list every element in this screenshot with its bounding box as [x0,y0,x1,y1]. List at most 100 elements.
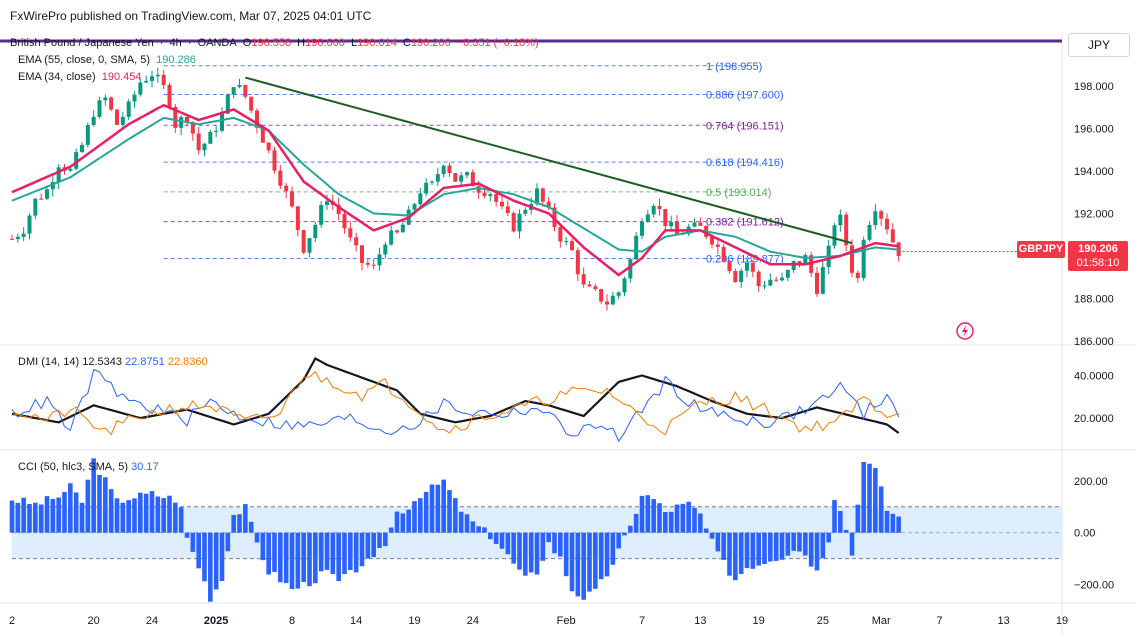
time-tick-label: 8 [289,615,295,627]
candle-body [540,188,545,202]
candle-body [692,222,697,227]
cci-bar [791,532,796,551]
ema55-legend[interactable]: EMA (55, close, 0, SMA, 5) 190.286 [18,54,199,66]
candle-body [669,221,674,227]
cci-bar [73,492,79,533]
ema34-legend[interactable]: EMA (34, close) 190.454 [18,71,144,83]
candle-body [150,76,154,81]
candle-body [68,168,73,171]
lightning-icon-circle [956,322,974,340]
candle-body [10,238,14,240]
candle-body [494,194,499,202]
time-tick-label: 2025 [204,615,228,627]
candle-body [727,261,732,272]
cci-bar [581,532,586,600]
candle-body [167,85,172,107]
candle-body [838,214,843,226]
cci-bar [173,502,178,533]
price-tick-label: 188.000 [1074,293,1114,305]
dmi-tick-label: 20.0000 [1074,413,1114,425]
cci-bar [383,532,388,547]
candle-body [91,116,96,126]
candle-body [220,113,224,131]
dmi-series-adx [11,357,900,434]
candle-body [21,233,26,237]
cci-bar [505,532,511,555]
candle-body [535,188,539,204]
cci-bar [272,532,277,572]
candle-body [424,182,429,194]
cci-bar [569,532,575,592]
symbol-legend[interactable]: British Pound / Japanese Yen · 4h · OAND… [10,37,539,49]
cci-bar [820,532,826,559]
bar-countdown: 01:58:10 [1076,257,1120,269]
candle-body [657,205,662,210]
candle-body [505,206,510,214]
cci-bar [709,532,715,539]
candle-body [500,201,504,207]
cci-bar [453,498,458,533]
price-tick-label: 196.000 [1074,124,1114,136]
time-tick-label: 24 [467,615,479,627]
cci-bar [50,499,56,533]
cci-legend[interactable]: CCI (50, hlc3, SMA, 5) 30.17 [18,461,159,473]
price-tick-label: 192.000 [1074,208,1114,220]
cci-tick-label: −200.00 [1074,579,1114,591]
candle-body [307,238,312,253]
cci-bar [773,532,779,561]
cci-bar [295,532,301,589]
cci-bar [324,532,330,570]
currency-selector[interactable]: JPY [1068,33,1130,57]
open-value: 190.558 [251,37,292,49]
cci-bar [610,532,616,565]
candle-body [430,181,434,183]
candle-body [523,209,528,214]
candle-body [745,262,749,271]
cci-bar [808,532,814,567]
candle-body [844,214,849,246]
candle-body [319,205,324,225]
cci-bar [447,490,452,533]
candle-body [785,269,790,278]
cci-bar [167,495,172,533]
cci-bar [85,479,91,533]
candle-body [733,271,738,283]
cci-bar [558,532,563,557]
cci-bar [750,532,756,569]
cci-bar [843,529,849,533]
candle-body [564,241,569,243]
candle-body [447,165,452,174]
candle-body [278,170,283,186]
candle-body [50,181,55,190]
candle-body [610,295,615,305]
dmi-plus-di-value: 22.8751 [125,356,165,368]
price-tick-label: 194.000 [1074,166,1114,178]
candle-body [756,271,761,287]
time-tick-label: 13 [694,615,706,627]
cci-bar [348,532,353,571]
candle-body [587,284,592,287]
cci-bar [225,532,231,552]
cci-bar [657,503,662,533]
candle-body [441,165,446,175]
candle-body [272,150,277,171]
price-tick-label: 198.000 [1074,81,1114,93]
candle-body [774,279,779,281]
cci-bar [33,502,38,533]
time-tick-label: 7 [639,615,645,627]
candle-body [850,245,854,273]
cci-bar [668,511,674,533]
candle-body [739,270,744,283]
cci-bar [785,532,791,556]
candle-body [196,133,201,151]
dmi-legend[interactable]: DMI (14, 14) 12.5343 22.8751 22.8360 [18,356,208,368]
symbol-name: British Pound / Japanese Yen [10,37,154,49]
open-label: O [242,37,252,49]
descending-trendline [245,76,853,245]
cci-bar [552,532,557,554]
fib-level-label: 0.382 (191.612) [706,217,784,229]
cci-bar [138,492,143,533]
dmi-minus-di-value: 22.8360 [167,356,208,368]
cci-bar [645,495,651,533]
